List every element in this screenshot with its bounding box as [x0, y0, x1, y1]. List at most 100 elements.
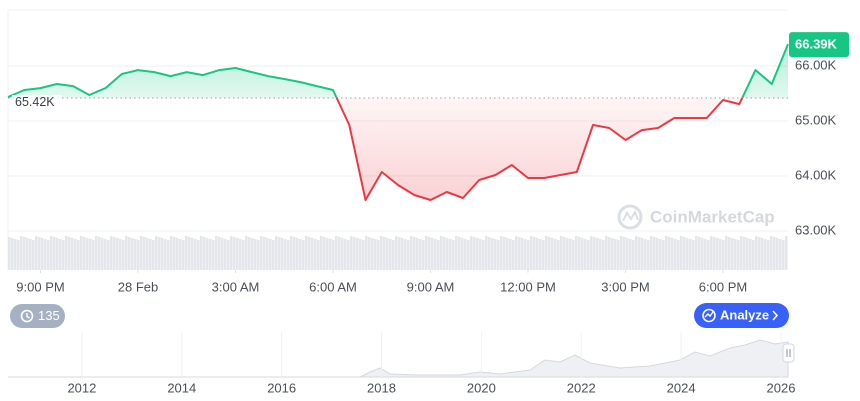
volume-bar	[335, 236, 338, 270]
volume-bar	[755, 236, 758, 270]
volume-bar	[263, 237, 266, 270]
volume-bar	[698, 237, 701, 270]
volume-bar	[722, 240, 725, 270]
volume-bar	[65, 236, 68, 270]
volume-bar	[437, 240, 440, 270]
volume-bar	[650, 236, 653, 270]
volume-bar	[482, 240, 485, 270]
volume-bar	[326, 238, 329, 270]
volume-bar	[329, 239, 332, 270]
volume-bar	[488, 237, 491, 270]
history-button[interactable]: 135	[10, 304, 65, 328]
volume-bar	[341, 238, 344, 270]
volume-bar	[344, 239, 347, 270]
volume-bar	[521, 238, 524, 270]
volume-bar	[185, 236, 188, 270]
volume-bar	[116, 238, 119, 270]
volume-bar	[500, 236, 503, 270]
volume-bar	[146, 238, 149, 270]
volume-bar	[452, 240, 455, 270]
volume-bar	[188, 237, 191, 270]
volume-bar	[293, 237, 296, 270]
volume-bar	[152, 240, 155, 270]
history-count[interactable]: 135	[38, 308, 60, 323]
volume-bar	[119, 239, 122, 270]
volume-bar	[410, 236, 413, 270]
volume-bar	[458, 237, 461, 270]
volume-bar	[242, 240, 245, 270]
volume-bar	[8, 237, 11, 270]
navigator-handle[interactable]	[782, 343, 795, 363]
volume-bar	[239, 239, 242, 270]
volume-bar	[680, 236, 683, 270]
volume-bar	[449, 239, 452, 270]
volume-bar	[776, 238, 779, 270]
volume-bar	[497, 240, 500, 270]
volume-bar	[764, 239, 767, 270]
volume-bar	[128, 237, 131, 270]
history-pill[interactable]	[10, 304, 65, 328]
volume-bar	[641, 238, 644, 270]
volume-bar	[371, 238, 374, 270]
analyze-label[interactable]: Analyze	[720, 307, 769, 322]
watermark-text: CoinMarketCap	[650, 207, 775, 226]
volume-bar	[248, 237, 251, 270]
volume-bar	[149, 239, 152, 270]
volume-bar	[767, 240, 770, 270]
volume-bar	[602, 240, 605, 270]
volume-bar	[332, 240, 335, 270]
volume-bar	[509, 239, 512, 270]
volume-bar	[137, 240, 140, 270]
volume-bar	[524, 239, 527, 270]
volume-bar	[446, 238, 449, 270]
volume-bar	[608, 237, 611, 270]
volume-bar	[317, 240, 320, 270]
volume-bar	[290, 236, 293, 270]
volume-bar	[668, 237, 671, 270]
x-tick-label: 3:00 AM	[212, 279, 260, 294]
volume-bar	[221, 238, 224, 270]
analyze-pill[interactable]	[694, 303, 789, 328]
volume-bar	[44, 239, 47, 270]
volume-bar	[515, 236, 518, 270]
volume-bar	[572, 240, 575, 270]
volume-bar	[656, 238, 659, 270]
volume-bar	[614, 239, 617, 270]
volume-bar	[422, 240, 425, 270]
volume-bar	[38, 237, 41, 270]
volume-bar	[176, 238, 179, 270]
volume-bar	[443, 237, 446, 270]
volume-bar	[644, 239, 647, 270]
volume-bar	[683, 237, 686, 270]
volume-bar	[665, 236, 668, 270]
volume-bar	[212, 240, 215, 270]
x-tick-label: 9:00 PM	[16, 279, 64, 294]
volume-bar	[167, 240, 170, 270]
volume-bar	[758, 237, 761, 270]
volume-bar	[704, 239, 707, 270]
volume-bar	[89, 239, 92, 270]
volume-bar	[713, 237, 716, 270]
analyze-button[interactable]: Analyze	[694, 303, 789, 328]
volume-bar	[227, 240, 230, 270]
volume-bar	[620, 236, 623, 270]
x-tick-label: 6:00 PM	[699, 279, 747, 294]
volume-bar	[245, 236, 248, 270]
volume-bar	[632, 240, 635, 270]
volume-bar	[122, 240, 125, 270]
volume-bar	[707, 240, 710, 270]
volume-bar	[272, 240, 275, 270]
volume-bar	[749, 239, 752, 270]
volume-bar	[17, 240, 20, 270]
volume-bar	[11, 238, 14, 270]
volume-bar	[734, 239, 737, 270]
volume-bar	[356, 238, 359, 270]
volume-bar	[287, 240, 290, 270]
navigator-year-label: 2022	[567, 380, 596, 395]
volume-bar	[635, 236, 638, 270]
volume-bar	[80, 236, 83, 270]
volume-bar	[689, 239, 692, 270]
volume-bar	[428, 237, 431, 270]
volume-bar	[560, 236, 563, 270]
x-tick-label: 3:00 PM	[601, 279, 649, 294]
